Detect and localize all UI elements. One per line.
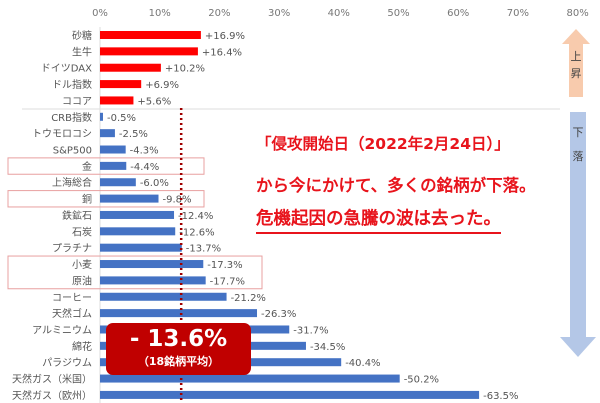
x-tick-label: 10%: [149, 8, 171, 19]
data-label: +16.9%: [205, 31, 245, 42]
highlight-box: [7, 255, 263, 290]
data-label: +16.4%: [202, 47, 242, 58]
highlight-box: [7, 190, 205, 208]
data-label: -0.5%: [107, 113, 136, 124]
fall-label: 下: [573, 126, 584, 139]
category-label: 上海総合: [52, 176, 92, 189]
average-callout: - 13.6% （18銘柄平均）: [106, 323, 251, 375]
data-label: -17.7%: [210, 276, 245, 287]
data-label: -4.4%: [130, 162, 159, 173]
category-label: 天然ガス（米国）: [12, 373, 92, 386]
data-label: -13.7%: [186, 244, 221, 255]
bar: [100, 96, 134, 105]
bar: [100, 31, 201, 39]
bar: [100, 276, 206, 285]
data-label: +10.2%: [165, 64, 205, 75]
bar: [100, 227, 176, 236]
x-tick-label: 30%: [268, 8, 290, 19]
category-label: 金: [82, 160, 92, 173]
annotation-line-3: 危機起因の急騰の波は去った。: [256, 205, 501, 234]
data-label: -12.6%: [179, 227, 214, 238]
x-tick-label: 40%: [328, 8, 350, 19]
bar: [100, 112, 103, 121]
category-label: アルミニウム: [32, 324, 92, 336]
up-arrow-icon: [562, 29, 590, 97]
category-label: S&P500: [53, 146, 92, 157]
bar: [100, 47, 198, 56]
category-label: 生牛: [72, 45, 92, 58]
data-label: -9.8%: [163, 195, 192, 206]
x-tick-label: 70%: [507, 8, 529, 19]
data-label: +6.9%: [145, 80, 179, 91]
data-label: +5.6%: [137, 96, 171, 107]
x-tick-label: 60%: [447, 8, 469, 19]
x-tick-label: 80%: [566, 8, 588, 19]
annotation-line-2: から今にかけて、多くの銘柄が下落。: [256, 176, 536, 195]
x-tick-label: 50%: [387, 8, 409, 19]
bar: [100, 178, 136, 187]
down-arrow-icon: [560, 112, 596, 357]
x-tick-label: 20%: [208, 8, 230, 19]
rise-label: 昇: [571, 67, 582, 80]
bar: [100, 80, 142, 89]
data-label: -6.0%: [140, 178, 169, 189]
data-label: -12.4%: [178, 211, 213, 222]
fall-label: 落: [573, 150, 584, 163]
data-label: -4.3%: [130, 146, 159, 157]
bar: [100, 260, 204, 269]
category-label: 鉄鉱石: [62, 209, 92, 222]
data-label: -26.3%: [261, 309, 296, 320]
bar: [100, 390, 480, 399]
data-label: -50.2%: [404, 375, 439, 386]
bar: [100, 243, 182, 252]
category-label: プラチナ: [52, 243, 92, 255]
data-label: -34.5%: [310, 342, 345, 353]
data-label: -21.2%: [231, 293, 266, 304]
annotation-line-1: 「侵攻開始日（2022年2月24日）」: [256, 135, 510, 153]
bar: [100, 374, 400, 383]
data-label: -17.3%: [207, 260, 242, 271]
category-label: ドイツDAX: [41, 64, 92, 75]
category-label: CRB指数: [51, 111, 92, 124]
bar: [100, 210, 175, 219]
category-label: 天然ゴム: [52, 307, 92, 320]
category-label: パラジウム: [42, 357, 92, 369]
category-label: トウモロコシ: [32, 128, 92, 140]
bar: [100, 63, 161, 72]
bar: [100, 129, 115, 138]
highlight-box: [7, 157, 205, 175]
bar: [100, 292, 227, 301]
data-label: -40.4%: [345, 358, 380, 369]
bar: [100, 309, 258, 318]
category-label: ココア: [62, 96, 92, 107]
category-label: 銅: [82, 193, 92, 206]
bar: [100, 194, 159, 203]
bar: [100, 145, 126, 154]
category-label: 原油: [72, 274, 92, 287]
bar: [100, 161, 127, 170]
data-label: -31.7%: [293, 325, 328, 336]
average-value: - 13.6%: [129, 326, 228, 352]
category-label: ドル指数: [52, 78, 92, 91]
data-label: -63.5%: [483, 391, 518, 402]
category-label: 小麦: [72, 259, 92, 271]
average-note: （18銘柄平均）: [137, 355, 220, 368]
category-label: 石炭: [72, 226, 92, 238]
category-label: 綿花: [72, 340, 92, 353]
category-label: コーヒー: [52, 292, 92, 304]
rise-label: 上: [571, 50, 582, 63]
x-tick-label: 0%: [92, 8, 108, 19]
category-label: 天然ガス（欧州）: [12, 389, 92, 402]
category-label: 砂糖: [72, 29, 92, 42]
data-label: -2.5%: [119, 129, 148, 140]
